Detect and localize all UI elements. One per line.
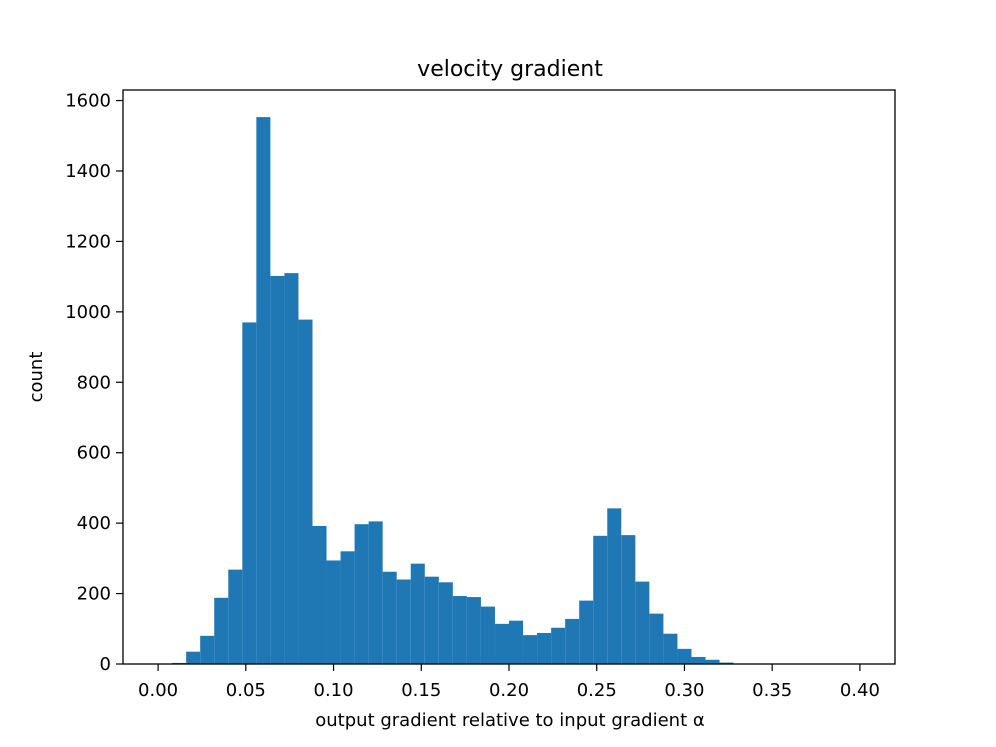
bars-group — [172, 117, 748, 664]
y-tick-label: 200 — [77, 584, 111, 605]
y-tick-label: 1400 — [65, 161, 111, 182]
y-tick-label: 400 — [77, 513, 111, 534]
histogram-bar — [340, 551, 355, 664]
histogram-bar — [256, 117, 271, 664]
plot-frame — [122, 89, 896, 665]
histogram-bar — [551, 627, 566, 664]
y-tick-label: 1200 — [65, 231, 111, 252]
x-tick-label: 0.35 — [752, 680, 792, 701]
histogram-bar — [424, 576, 439, 664]
histogram-bar — [396, 579, 411, 664]
histogram-bar — [663, 633, 678, 664]
x-tick-label: 0.25 — [577, 680, 617, 701]
histogram-bar — [326, 560, 341, 664]
histogram-bar — [691, 656, 706, 664]
histogram-bar — [214, 597, 229, 664]
histogram-bar — [494, 623, 509, 664]
x-tick-label: 0.00 — [138, 680, 178, 701]
chart-title: velocity gradient — [417, 57, 603, 82]
y-tick-label: 800 — [77, 372, 111, 393]
x-axis-label: output gradient relative to input gradie… — [315, 710, 704, 731]
histogram-bar — [242, 322, 257, 664]
histogram-bar — [200, 635, 215, 664]
y-tick-label: 1000 — [65, 302, 111, 323]
y-tick-label: 0 — [100, 654, 111, 675]
histogram-bar — [593, 535, 608, 664]
histogram-bar — [284, 273, 299, 664]
histogram-bar — [382, 571, 397, 664]
x-tick-label: 0.30 — [664, 680, 704, 701]
histogram-bar — [523, 635, 538, 664]
histogram-bar — [565, 618, 580, 664]
histogram-bar — [298, 319, 313, 664]
histogram-bar — [354, 524, 369, 664]
y-tick-label: 600 — [77, 443, 111, 464]
histogram-bar — [579, 600, 594, 664]
histogram-bar — [621, 535, 636, 664]
x-tick-label: 0.15 — [401, 680, 441, 701]
x-tick-label: 0.05 — [226, 680, 266, 701]
histogram-bar — [635, 581, 650, 664]
histogram-bar — [480, 606, 495, 664]
x-axis-ticks: 0.00 0.05 0.10 0.15 0.20 0.25 0.30 0.35 0.40 — [138, 664, 880, 701]
histogram-bar — [452, 596, 467, 664]
x-tick-label: 0.40 — [840, 680, 880, 701]
histogram-bar — [410, 563, 425, 664]
y-tick-label: 1600 — [65, 91, 111, 112]
histogram-bar — [368, 521, 383, 664]
histogram-bar — [677, 648, 692, 664]
x-tick-label: 0.10 — [314, 680, 354, 701]
y-axis-ticks: 0 200 400 600 800 1000 1200 1400 1600 — [65, 91, 123, 675]
histogram-bar — [649, 613, 664, 664]
y-axis-label: count — [26, 352, 47, 403]
histogram-bar — [312, 525, 327, 664]
histogram-bar — [270, 275, 285, 664]
histogram-bar — [438, 582, 453, 664]
histogram-bar — [537, 633, 552, 664]
histogram-bar — [228, 569, 243, 664]
histogram-bar — [466, 597, 481, 664]
histogram-bar — [509, 620, 524, 664]
x-tick-label: 0.20 — [489, 680, 529, 701]
histogram-bar — [705, 659, 720, 664]
histogram-bar — [186, 651, 201, 664]
histogram-bar — [607, 508, 622, 664]
histogram-bar — [719, 662, 734, 664]
